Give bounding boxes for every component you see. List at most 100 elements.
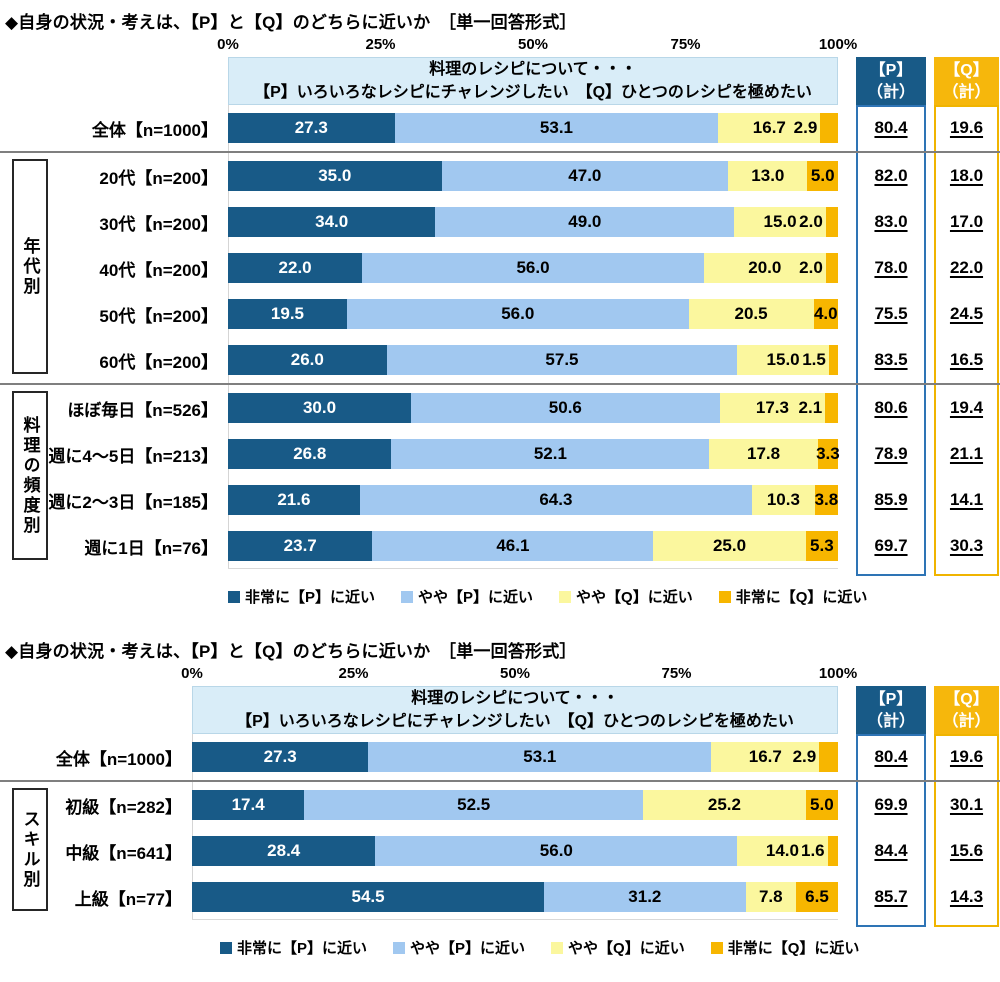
bar-value: 15.0 [766, 350, 800, 369]
q-total-header-line: （計） [942, 713, 991, 730]
bar-segment: 47.0 [441, 161, 729, 191]
legend: 非常に【P】に近い やや【P】に近い やや【Q】に近い 非常に【Q】に近い [220, 937, 1000, 958]
bar-value: 27.3 [263, 747, 297, 766]
table-row: 週に4～5日【n=213】 26.8 52.1 17.8 3.3 78.9 21.1 [0, 431, 1000, 477]
bar-value: 56.0 [539, 841, 573, 860]
bar-value: 3.8 [814, 490, 839, 509]
table-row: ほぼ毎日【n=526】 30.0 50.6 17.3 2.1 80.6 19.4 [0, 385, 1000, 431]
chart-title: ◆自身の状況・考えは、【P】と【Q】のどちらに近いか ［単一回答形式］ [5, 13, 577, 32]
bar-value: 26.0 [290, 350, 324, 369]
q-total-number: 17.0 [949, 212, 984, 231]
bar-value: 20.5 [734, 304, 768, 323]
axis-tick: 100% [818, 665, 858, 682]
survey-chart-top: ◆自身の状況・考えは、【P】と【Q】のどちらに近いか ［単一回答形式］ 0% 25… [0, 2, 1000, 607]
row-group: 全体【n=1000】 27.3 53.1 16.7 2.9 80.4 19.6 [0, 105, 1000, 151]
row-label: 全体【n=1000】 [55, 749, 182, 769]
bar-segment: 19.5 [228, 299, 347, 329]
table-row: 週に1日【n=76】 23.7 46.1 25.0 5.3 69.7 30.3 [0, 523, 1000, 569]
row-label: 50代【n=200】 [99, 306, 218, 326]
bar-segment: 3.3 [816, 439, 840, 469]
p-total-value: 69.7 [856, 536, 926, 556]
group-label: 料理の頻度別 [12, 391, 48, 560]
row-group: 全体【n=1000】 27.3 53.1 16.7 2.9 80.4 19.6 [0, 734, 1000, 780]
q-total-value: 17.0 [934, 212, 999, 232]
bar-segment: 30.0 [228, 393, 411, 423]
q-total-value: 14.3 [934, 887, 999, 907]
p-total-value: 85.7 [856, 887, 926, 907]
axis-tick: 50% [499, 665, 531, 682]
legend-swatch-icon [559, 590, 572, 603]
bar-value: 2.9 [793, 118, 818, 137]
p-total-number: 69.7 [874, 536, 908, 555]
bar-value: 5.0 [810, 795, 834, 814]
q-total-header: 【Q】 （計） [934, 686, 999, 734]
bar-segment: 3.8 [815, 485, 838, 515]
p-total-number: 80.4 [874, 118, 908, 137]
axis-tick: 0% [217, 36, 239, 53]
bar-value: 16.7 [748, 747, 782, 766]
bar-segment: 52.5 [304, 790, 644, 820]
axis-tick: 25% [338, 665, 369, 682]
legend-swatch-icon [228, 590, 240, 603]
bar-segment: 31.2 [544, 882, 746, 912]
p-total-number: 75.5 [874, 304, 908, 323]
bar-segment: 2.0 [799, 253, 838, 283]
table-row: 60代【n=200】 26.0 57.5 15.0 1.5 83.5 16.5 [0, 337, 1000, 383]
p-total-number: 78.0 [874, 258, 908, 277]
bar-value: 4.0 [813, 304, 838, 323]
table-row: 全体【n=1000】 27.3 53.1 16.7 2.9 80.4 19.6 [0, 105, 1000, 151]
stacked-bar: 21.6 64.3 10.3 3.8 [228, 485, 838, 515]
row-label: 30代【n=200】 [99, 214, 218, 234]
q-total-number: 14.1 [949, 490, 984, 509]
bar-value: 5.0 [810, 166, 835, 185]
q-total-number: 19.4 [949, 398, 984, 417]
bar-value: 1.6 [801, 841, 825, 860]
axis-tick: 25% [365, 36, 396, 53]
bar-segment: 25.2 [643, 790, 806, 820]
legend-swatch-icon [718, 590, 731, 603]
bar-value: 2.0 [799, 258, 823, 277]
bar-value: 17.3 [755, 398, 789, 417]
p-total-number: 80.4 [874, 747, 908, 766]
p-total-header: 【P】 （計） [856, 686, 926, 734]
legend-item: やや【Q】に近い [559, 586, 693, 607]
q-total-value: 18.0 [934, 166, 999, 186]
rows-area: 全体【n=1000】 27.3 53.1 16.7 2.9 80.4 19.6 年代別 20代【… [0, 105, 1000, 576]
bar-segment: 13.0 [728, 161, 808, 191]
label-column-spacer [0, 686, 192, 734]
row-label: 週に2～3日【n=185】 [48, 492, 218, 512]
row-label: 60代【n=200】 [99, 352, 218, 372]
bar-segment: 28.4 [192, 836, 376, 866]
bar-value: 23.7 [283, 536, 317, 555]
p-total-value: 82.0 [856, 166, 926, 186]
q-total-number: 15.6 [949, 841, 984, 860]
stacked-bar: 34.0 49.0 15.0 2.0 [228, 207, 838, 237]
stacked-bar: 26.8 52.1 17.8 3.3 [228, 439, 840, 469]
bar-value: 56.0 [501, 304, 535, 323]
stacked-bar: 22.0 56.0 20.0 2.0 [228, 253, 838, 283]
bar-value: 27.3 [294, 118, 328, 137]
bar-segment: 17.8 [709, 439, 818, 469]
bar-segment: 53.1 [394, 113, 719, 143]
bar-value: 53.1 [523, 747, 557, 766]
bar-segment: 27.3 [192, 742, 369, 772]
table-row: 初級【n=282】 17.4 52.5 25.2 5.0 69.9 30.1 [0, 782, 1000, 828]
q-total-value: 19.6 [934, 747, 999, 767]
bar-segment: 50.6 [411, 393, 720, 423]
p-total-number: 80.6 [874, 398, 908, 417]
bar-value: 17.8 [747, 444, 781, 463]
legend-label: やや【Q】に近い [576, 589, 693, 606]
row-label: 20代【n=200】 [99, 168, 218, 188]
axis-ticks: 0% 25% 50% 75% 100% [0, 664, 1000, 686]
bar-segment: 5.3 [805, 531, 838, 561]
table-row: 20代【n=200】 35.0 47.0 13.0 5.0 82.0 18.0 [0, 153, 1000, 199]
bar-value: 14.0 [765, 841, 799, 860]
row-group: 料理の頻度別 ほぼ毎日【n=526】 30.0 50.6 17.3 2.1 80.6 19.4… [0, 383, 1000, 569]
bar-segment: 27.3 [228, 113, 395, 143]
bar-segment: 2.0 [799, 207, 838, 237]
bar-segment: 21.6 [228, 485, 360, 515]
bar-segment: 15.0 [737, 345, 829, 375]
question-header: 料理のレシピについて・・・ 【P】いろいろなレシピにチャレンジしたい 【Q】ひとつ… [192, 686, 838, 734]
bar-value: 6.5 [805, 887, 829, 906]
table-row: 50代【n=200】 19.5 56.0 20.5 4.0 75.5 24.5 [0, 291, 1000, 337]
